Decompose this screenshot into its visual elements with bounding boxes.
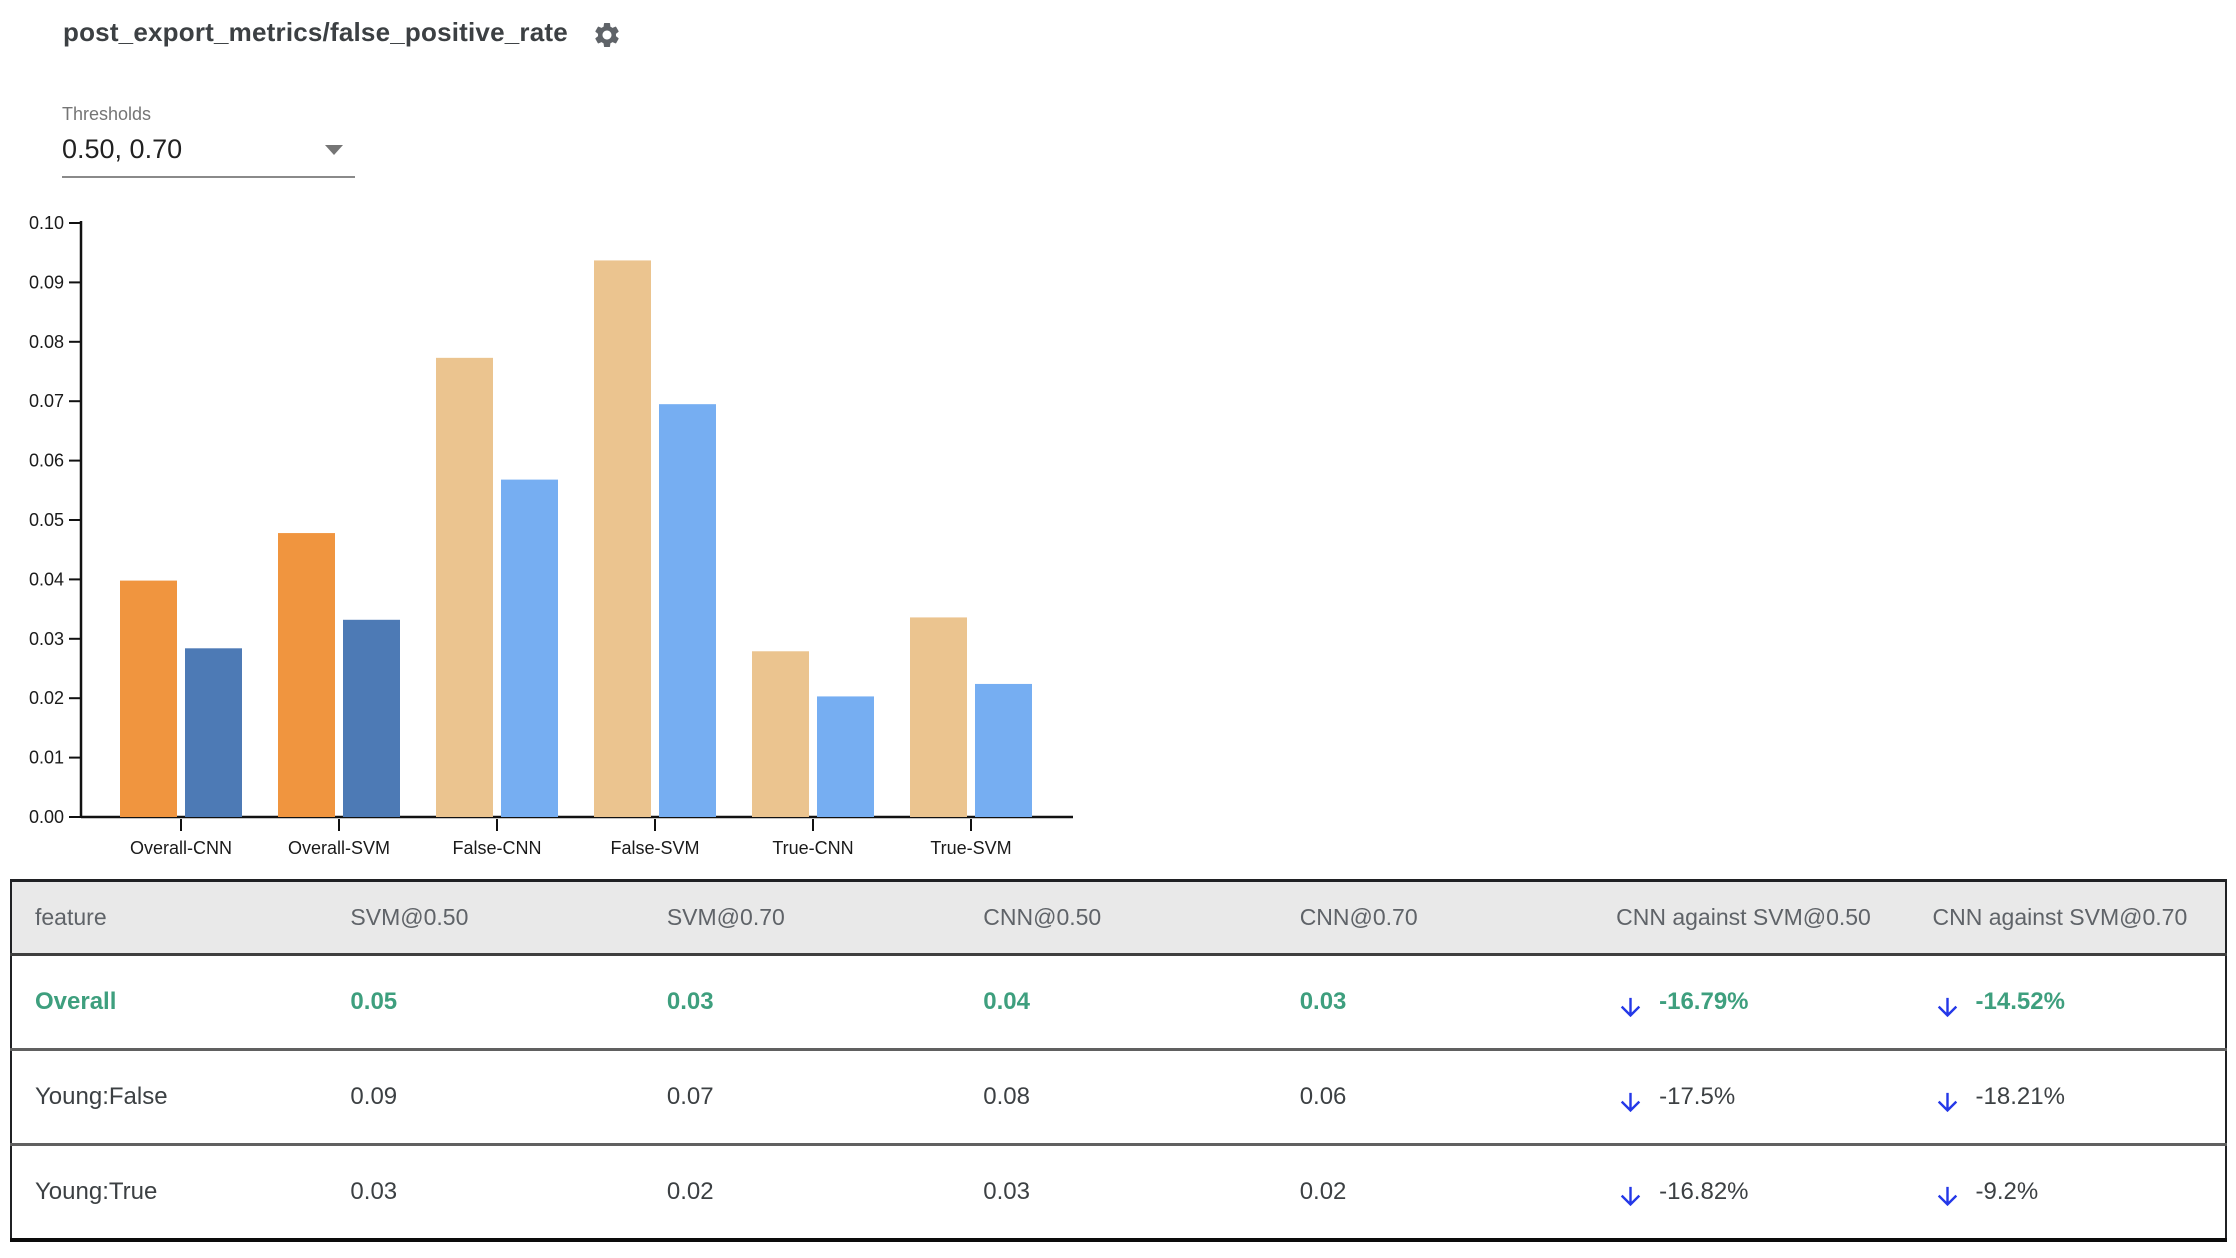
cell-metric-value: 0.05 [350,988,398,1015]
column-header-svm-050: SVM@0.50 [327,880,644,956]
delta-value: -14.52% [1975,988,2065,1015]
bar-Overall-SVM-threshold@0.70[interactable] [343,619,400,817]
bar-True-SVM-threshold@0.70[interactable] [975,683,1032,817]
metrics-table: feature SVM@0.50 SVM@0.70 CNN@0.50 CNN@0… [10,879,2227,1242]
y-tick-label: 0.09 [29,272,64,292]
x-tick-label: False-SVM [610,838,699,858]
chevron-down-icon [325,144,343,155]
bar-Overall-CNN-threshold@0.70[interactable] [185,648,242,817]
cell-metric-value: 0.09 [350,1083,398,1110]
y-tick-label: 0.02 [29,688,64,708]
table-row: Young:False 0.09 0.07 0.08 0.06 -17.5% -18.21% [11,1050,2226,1145]
x-tick-label: True-CNN [772,838,853,858]
bar-Overall-CNN-threshold@0.50[interactable] [120,580,177,817]
delta-value: -17.5% [1659,1083,1736,1110]
y-tick-label: 0.04 [29,569,64,589]
metric-header: post_export_metrics/false_positive_rate [63,14,622,50]
bar-chart: 0.00 0.01 0.02 0.03 0.04 0.05 0.06 0.07 0.08 0.09… [29,213,1073,858]
column-header-svm-070: SVM@0.70 [643,880,961,956]
thresholds-label: Thresholds [62,104,152,124]
delta-value: -9.2% [1975,1177,2039,1205]
delta-value: -18.21% [1975,1083,2065,1110]
cell-metric-value: 0.03 [350,1177,398,1205]
x-tick-label: Overall-SVM [288,838,390,858]
column-header-cnn-070: CNN@0.70 [1276,880,1594,956]
cell-metric-value: 0.03 [983,1177,1030,1205]
cell-metric-value: 0.07 [666,1083,714,1110]
arrow-down-icon [1620,997,1641,1017]
column-header-cnn-vs-svm-050: CNN against SVM@0.50 [1593,880,1910,956]
bar-True-CNN-threshold@0.70[interactable] [817,696,874,817]
arrow-down-icon [1937,997,1957,1017]
cell-metric-value: 0.04 [983,988,1030,1015]
delta-value: -16.79% [1659,988,1749,1015]
bar-Overall-SVM-threshold@0.50[interactable] [278,533,335,817]
y-tick-label: 0.05 [29,510,64,530]
table-header-row: feature SVM@0.50 SVM@0.70 CNN@0.50 CNN@0… [11,880,2226,956]
cell-metric-value: 0.02 [1299,1177,1347,1205]
y-tick-label: 0.08 [29,332,64,352]
cell-feature: Young:False [35,1083,168,1110]
thresholds-value: 0.50, 0.70 [62,134,183,164]
metric-title: post_export_metrics/false_positive_rate [63,16,568,47]
column-header-cnn-050: CNN@0.50 [960,880,1277,956]
thresholds-dropdown[interactable]: Thresholds 0.50, 0.70 [62,104,355,178]
bar-False-SVM-threshold@0.50[interactable] [594,260,651,817]
x-tick-label: False-CNN [452,838,541,858]
delta-value: -16.82% [1659,1177,1749,1205]
cell-delta: -16.82% [1593,1145,1909,1240]
gear-icon [592,20,622,50]
y-tick-label: 0.10 [29,213,64,233]
bar-True-CNN-threshold@0.50[interactable] [752,651,809,817]
x-tick-label: True-SVM [930,838,1011,858]
cell-delta: -17.5% [1593,1050,1909,1145]
arrow-down-icon [1937,1092,1957,1112]
cell-feature: Young:True [35,1177,158,1205]
cell-metric-value: 0.02 [666,1177,714,1205]
table-row: Young:True 0.03 0.02 0.03 0.02 -16.82% -9.2% [11,1145,2226,1240]
column-header-cnn-vs-svm-070: CNN against SVM@0.70 [1909,880,2226,956]
arrow-down-icon [1620,1092,1641,1112]
y-tick-label: 0.03 [29,629,64,649]
x-tick-label: Overall-CNN [130,838,232,858]
cell-metric-value: 0.06 [1299,1083,1347,1110]
settings-button[interactable] [592,20,622,50]
y-tick-label: 0.07 [29,391,64,411]
cell-metric-value: 0.03 [666,988,714,1015]
cell-delta: -14.52% [1910,955,2226,1050]
bar-True-SVM-threshold@0.50[interactable] [910,617,967,817]
cell-metric-value: 0.08 [983,1083,1030,1110]
bar-False-CNN-threshold@0.70[interactable] [501,479,558,817]
cell-delta: -16.79% [1593,955,1909,1050]
cell-delta: -9.2% [1910,1145,2226,1240]
bar-False-CNN-threshold@0.50[interactable] [436,357,493,817]
cell-delta: -18.21% [1910,1050,2226,1145]
column-header-feature: feature [11,880,328,956]
cell-metric-value: 0.03 [1299,988,1347,1015]
arrow-down-icon [1620,1187,1641,1207]
y-tick-label: 0.00 [29,807,64,827]
y-tick-label: 0.06 [29,451,64,471]
bar-False-SVM-threshold@0.70[interactable] [659,404,716,817]
cell-feature: Overall [35,988,117,1015]
y-tick-label: 0.01 [29,748,64,768]
table-row: Overall 0.05 0.03 0.04 0.03 -16.79% -14.52% [11,955,2226,1050]
arrow-down-icon [1937,1187,1957,1207]
